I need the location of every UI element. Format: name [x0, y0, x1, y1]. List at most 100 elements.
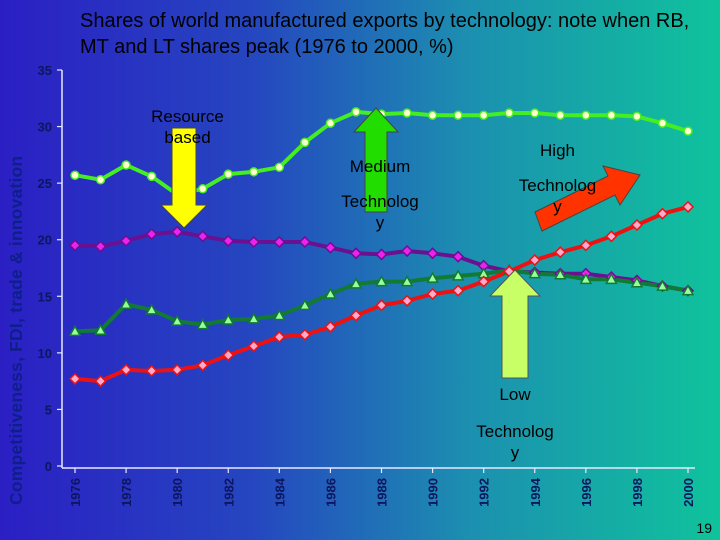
- data-point-medium: [146, 171, 157, 182]
- data-point-low: [145, 303, 158, 315]
- data-point-high: [145, 364, 158, 378]
- data-point-high: [298, 328, 311, 341]
- data-point-medium: [402, 108, 412, 118]
- data-point-low: [554, 268, 567, 280]
- data-point-low: [656, 279, 669, 291]
- y-axis-ticks: 0 5 10 15 20 25 30 35: [38, 63, 62, 474]
- data-point-resource_based: [298, 235, 311, 249]
- data-point-resource_based: [452, 250, 465, 263]
- page-number: 19: [696, 520, 712, 536]
- low-line2: Technolog: [476, 422, 554, 441]
- data-point-high: [426, 287, 439, 301]
- x-tick-label: 1986: [323, 478, 338, 507]
- x-tick-label: 1988: [375, 478, 390, 507]
- data-point-medium: [121, 160, 131, 170]
- data-point-high: [605, 230, 618, 243]
- resource-based-line2: based: [164, 128, 211, 147]
- data-point-medium: [555, 110, 566, 121]
- data-point-medium: [683, 126, 693, 136]
- chart-title: Shares of world manufactured exports by …: [80, 10, 690, 58]
- y-tick-label: 5: [45, 402, 52, 417]
- data-point-high: [68, 372, 82, 385]
- x-tick-label: 1980: [170, 478, 185, 507]
- medium-technology-label: Medium Technolog y: [318, 156, 442, 233]
- data-point-medium: [274, 162, 285, 173]
- y-tick-label: 30: [38, 120, 52, 135]
- high-line2: Technolog: [518, 176, 597, 195]
- data-point-high: [656, 207, 669, 220]
- data-point-low: [273, 308, 286, 321]
- data-point-high: [349, 309, 363, 322]
- x-tick-label: 1992: [477, 478, 492, 507]
- x-tick-label: 1990: [426, 478, 441, 507]
- data-point-resource_based: [273, 235, 286, 249]
- data-point-high: [120, 363, 133, 376]
- data-point-resource_based: [375, 248, 388, 261]
- y-tick-label: 35: [38, 63, 52, 78]
- data-point-resource_based: [400, 244, 414, 258]
- resource-based-arrow: [159, 127, 209, 229]
- data-point-medium: [249, 167, 259, 177]
- data-point-resource_based: [349, 247, 363, 260]
- data-point-medium: [581, 110, 591, 121]
- data-point-high: [630, 218, 643, 232]
- data-point-resource_based: [247, 235, 260, 249]
- data-point-high: [477, 275, 490, 288]
- series-points: [68, 107, 695, 388]
- low-technology-label: Low Technolog y: [455, 384, 575, 463]
- medium-line2: Technolog: [341, 192, 419, 211]
- data-point-low: [681, 284, 695, 296]
- high-line3: y: [553, 197, 562, 216]
- low-line3: y: [510, 443, 520, 462]
- high-technology-arrow: [534, 165, 641, 232]
- data-point-resource_based: [171, 225, 184, 238]
- x-tick-label: 1994: [528, 477, 543, 507]
- low-technology-arrow: [488, 269, 542, 379]
- data-point-medium: [300, 137, 310, 148]
- data-point-low: [426, 271, 439, 283]
- data-point-high: [528, 254, 541, 267]
- x-tick-label: 1982: [221, 478, 236, 507]
- data-point-low: [630, 276, 644, 288]
- data-point-low: [94, 323, 107, 335]
- data-point-low: [221, 313, 235, 325]
- data-point-high: [222, 349, 235, 362]
- x-tick-label: 1984: [272, 477, 287, 507]
- resource-based-line1: Resource: [151, 107, 224, 126]
- y-tick-label: 20: [38, 233, 52, 248]
- data-point-low: [68, 324, 82, 337]
- data-point-low: [196, 318, 209, 330]
- data-point-medium: [223, 169, 233, 179]
- data-point-medium: [478, 110, 489, 121]
- data-point-resource_based: [94, 240, 107, 253]
- data-point-low: [400, 275, 414, 287]
- data-point-medium: [530, 108, 540, 118]
- high-technology-label: High Technolog y: [495, 140, 620, 217]
- data-point-low: [247, 312, 261, 324]
- high-line1: High: [540, 141, 575, 160]
- x-tick-label: 2000: [681, 478, 696, 507]
- x-tick-label: 1976: [68, 478, 83, 507]
- data-point-medium: [197, 184, 208, 194]
- data-point-high: [681, 200, 695, 213]
- data-point-high: [579, 239, 592, 252]
- data-point-high: [375, 299, 388, 312]
- x-tick-label: 1978: [119, 478, 134, 507]
- data-point-resource_based: [196, 230, 209, 243]
- data-point-medium: [427, 110, 438, 121]
- data-point-high: [452, 284, 465, 297]
- resource-based-label: Resource based: [130, 106, 245, 148]
- data-point-resource_based: [68, 239, 82, 252]
- data-point-medium: [453, 110, 463, 121]
- data-point-low: [170, 314, 184, 326]
- data-point-low: [528, 267, 542, 279]
- data-point-medium: [95, 174, 106, 185]
- data-point-resource_based: [120, 234, 133, 247]
- data-point-low: [298, 298, 312, 311]
- data-point-low: [579, 272, 593, 285]
- data-point-medium: [632, 111, 642, 122]
- side-title: Competitiveness, FDI, trade & innovation: [6, 155, 26, 505]
- y-tick-label: 0: [45, 459, 52, 474]
